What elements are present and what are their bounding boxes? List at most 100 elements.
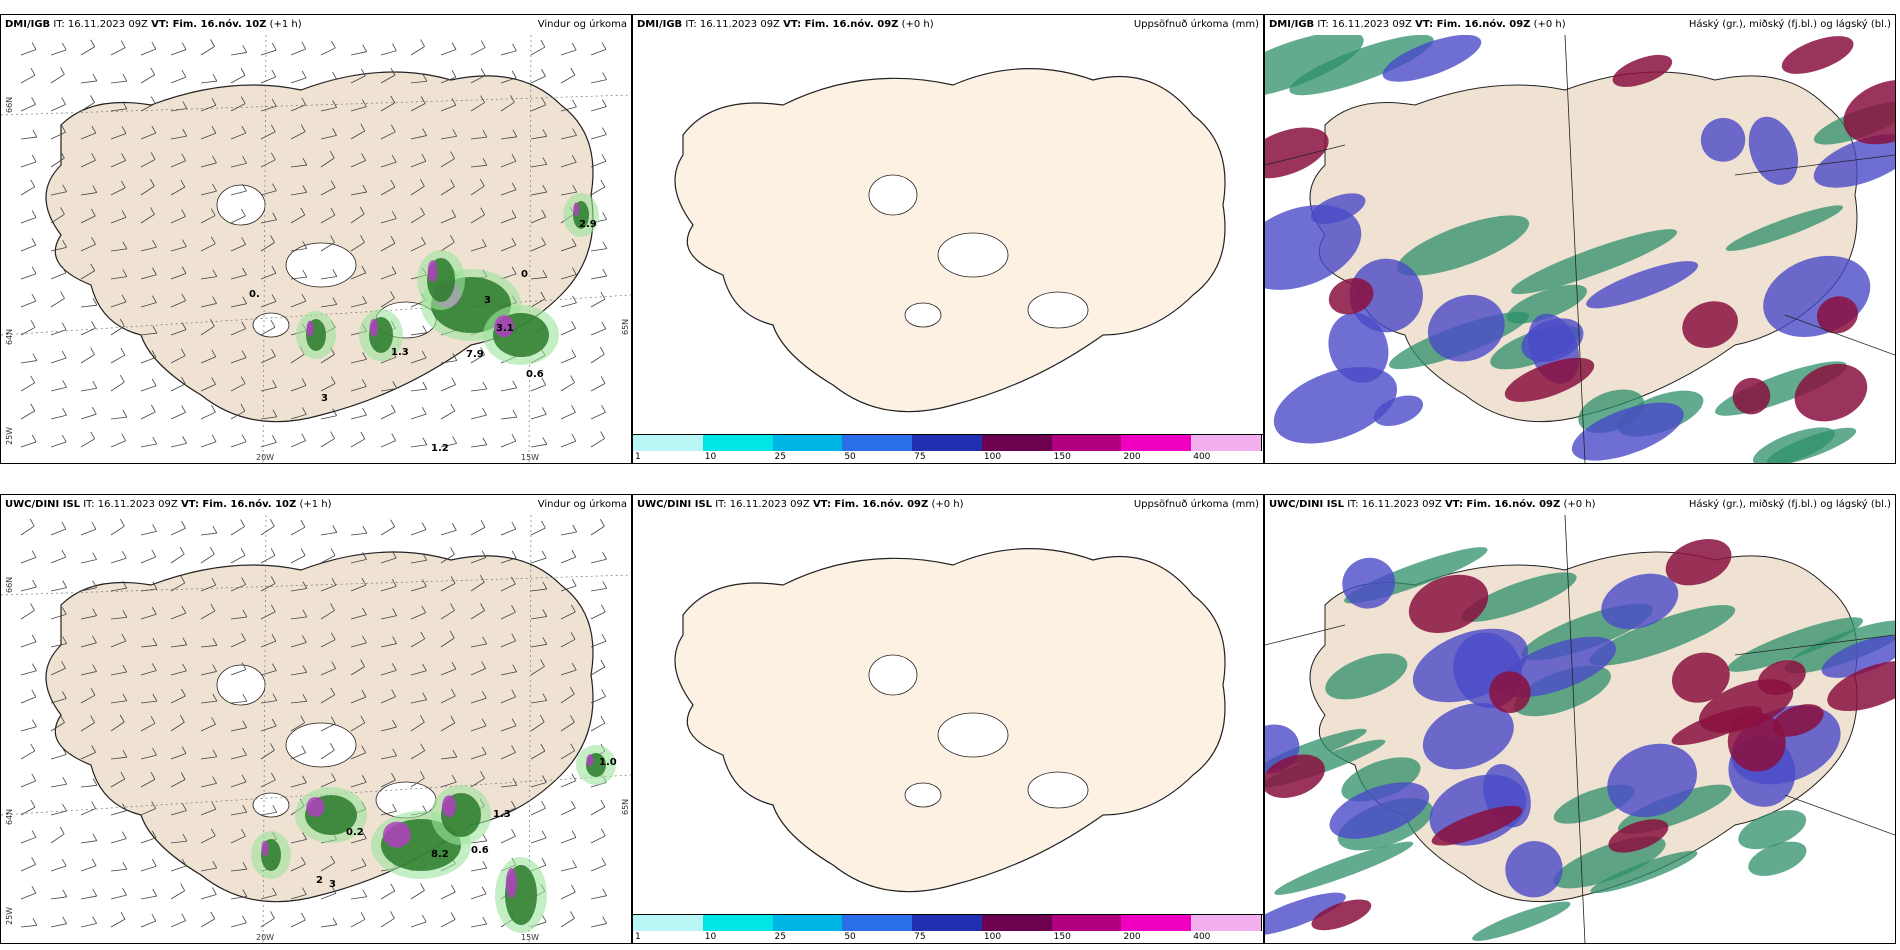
- wind-barb: [200, 356, 216, 364]
- wind-barb: [230, 669, 247, 676]
- wind-barb: [450, 715, 456, 724]
- wind-barb: [269, 518, 275, 527]
- wind-barb: [570, 67, 576, 76]
- wind-barb: [271, 42, 277, 51]
- wind-barb: [410, 444, 427, 448]
- glacier: [1027, 291, 1089, 329]
- wind-barb: [470, 557, 487, 564]
- wind-barb: [20, 161, 37, 168]
- wind-barb: [110, 700, 127, 704]
- wind-barb: [92, 635, 97, 644]
- wind-barb: [470, 164, 487, 168]
- model-name: DMI/IGB: [637, 19, 683, 30]
- wind-barb: [380, 74, 396, 84]
- wind-barb: [410, 160, 427, 168]
- wind-barb: [260, 583, 276, 592]
- wind-barb: [479, 178, 485, 187]
- wind-barb: [242, 747, 247, 756]
- wind-barb: [590, 411, 606, 420]
- wind-barb: [80, 304, 97, 308]
- wind-barb: [61, 521, 67, 530]
- glacier: [216, 184, 266, 226]
- wind-barb: [362, 526, 368, 534]
- wind-barb: [200, 104, 217, 112]
- wind-barb: [450, 403, 456, 412]
- wind-barb: [421, 914, 427, 923]
- wind-barb: [272, 805, 278, 813]
- wind-barb: [590, 611, 606, 620]
- wind-barb: [331, 773, 336, 781]
- wind-barb: [150, 404, 156, 413]
- wind-barb: [140, 385, 157, 392]
- wind-barb: [392, 803, 397, 812]
- wind-barb: [590, 587, 607, 592]
- wind-barb: [572, 860, 577, 868]
- high-cloud: [1589, 604, 1736, 666]
- wind-barb: [480, 771, 485, 779]
- precip-label: 8.2: [431, 849, 449, 860]
- wind-barb: [470, 354, 485, 364]
- wind-barb: [61, 125, 66, 133]
- wind-barb: [440, 49, 457, 56]
- high-cloud: [1725, 205, 1844, 251]
- panel-dmi-accum: DMI/IGB IT: 16.11.2023 09Z VT: Fim. 16.n…: [632, 14, 1264, 464]
- wind-barb: [260, 811, 277, 816]
- colorbar-swatch: [1051, 915, 1123, 931]
- wind-barb: [91, 237, 96, 245]
- wind-barb: [571, 662, 577, 671]
- wind-barb: [31, 885, 37, 894]
- wind-barb: [230, 616, 247, 620]
- wind-barb: [271, 349, 276, 357]
- wind-barb: [530, 837, 547, 844]
- wind-barb: [360, 235, 365, 243]
- wind-barb: [511, 210, 517, 218]
- wind-barb: [361, 577, 367, 586]
- wind-barb: [230, 303, 247, 308]
- wind-barb: [20, 557, 37, 564]
- wind-barb: [181, 405, 186, 413]
- wind-barb: [140, 895, 157, 900]
- wind-barb: [450, 603, 455, 611]
- cloud-cover-map: [1265, 515, 1895, 943]
- wind-barb: [20, 806, 36, 816]
- colorbar-tick: 150: [1053, 452, 1071, 462]
- wind-barb: [110, 894, 127, 900]
- lat-label: 65N: [621, 798, 630, 815]
- accumulated-precip-map: [674, 548, 1226, 893]
- wind-barb: [331, 40, 336, 49]
- wind-barb: [110, 616, 127, 620]
- wind-barb: [110, 756, 127, 760]
- wind-barb: [260, 190, 277, 196]
- wind-barb: [230, 274, 247, 280]
- wind-barb: [600, 604, 606, 613]
- wind-barb: [302, 694, 308, 702]
- wind-barb: [601, 857, 607, 866]
- wind-barb: [440, 668, 456, 676]
- wind-barb: [20, 136, 37, 140]
- wind-barb: [362, 407, 367, 416]
- wind-barb: [512, 129, 518, 138]
- wind-barb: [170, 273, 187, 280]
- wind-barb: [601, 634, 607, 642]
- wind-barb: [110, 868, 127, 872]
- wind-barb: [350, 438, 366, 448]
- wind-barb: [511, 718, 517, 726]
- wind-barb: [230, 357, 247, 364]
- wind-barb: [330, 743, 335, 751]
- wind-barb: [560, 556, 576, 564]
- wind-barb: [140, 48, 157, 56]
- wind-barb: [320, 134, 337, 140]
- wind-barb: [120, 519, 125, 527]
- colorbar-swatch: [702, 435, 774, 451]
- wind-barb: [260, 611, 276, 620]
- lon-label: 25W: [5, 426, 14, 445]
- glacier: [904, 302, 942, 328]
- wind-barb: [320, 780, 336, 788]
- wind-barb: [151, 378, 157, 386]
- wind-barb: [481, 691, 487, 699]
- wind-barb: [50, 157, 65, 168]
- wind-barb: [590, 79, 607, 84]
- wind-barb: [110, 301, 127, 308]
- wind-barb: [470, 245, 487, 252]
- wind-barb: [290, 894, 307, 900]
